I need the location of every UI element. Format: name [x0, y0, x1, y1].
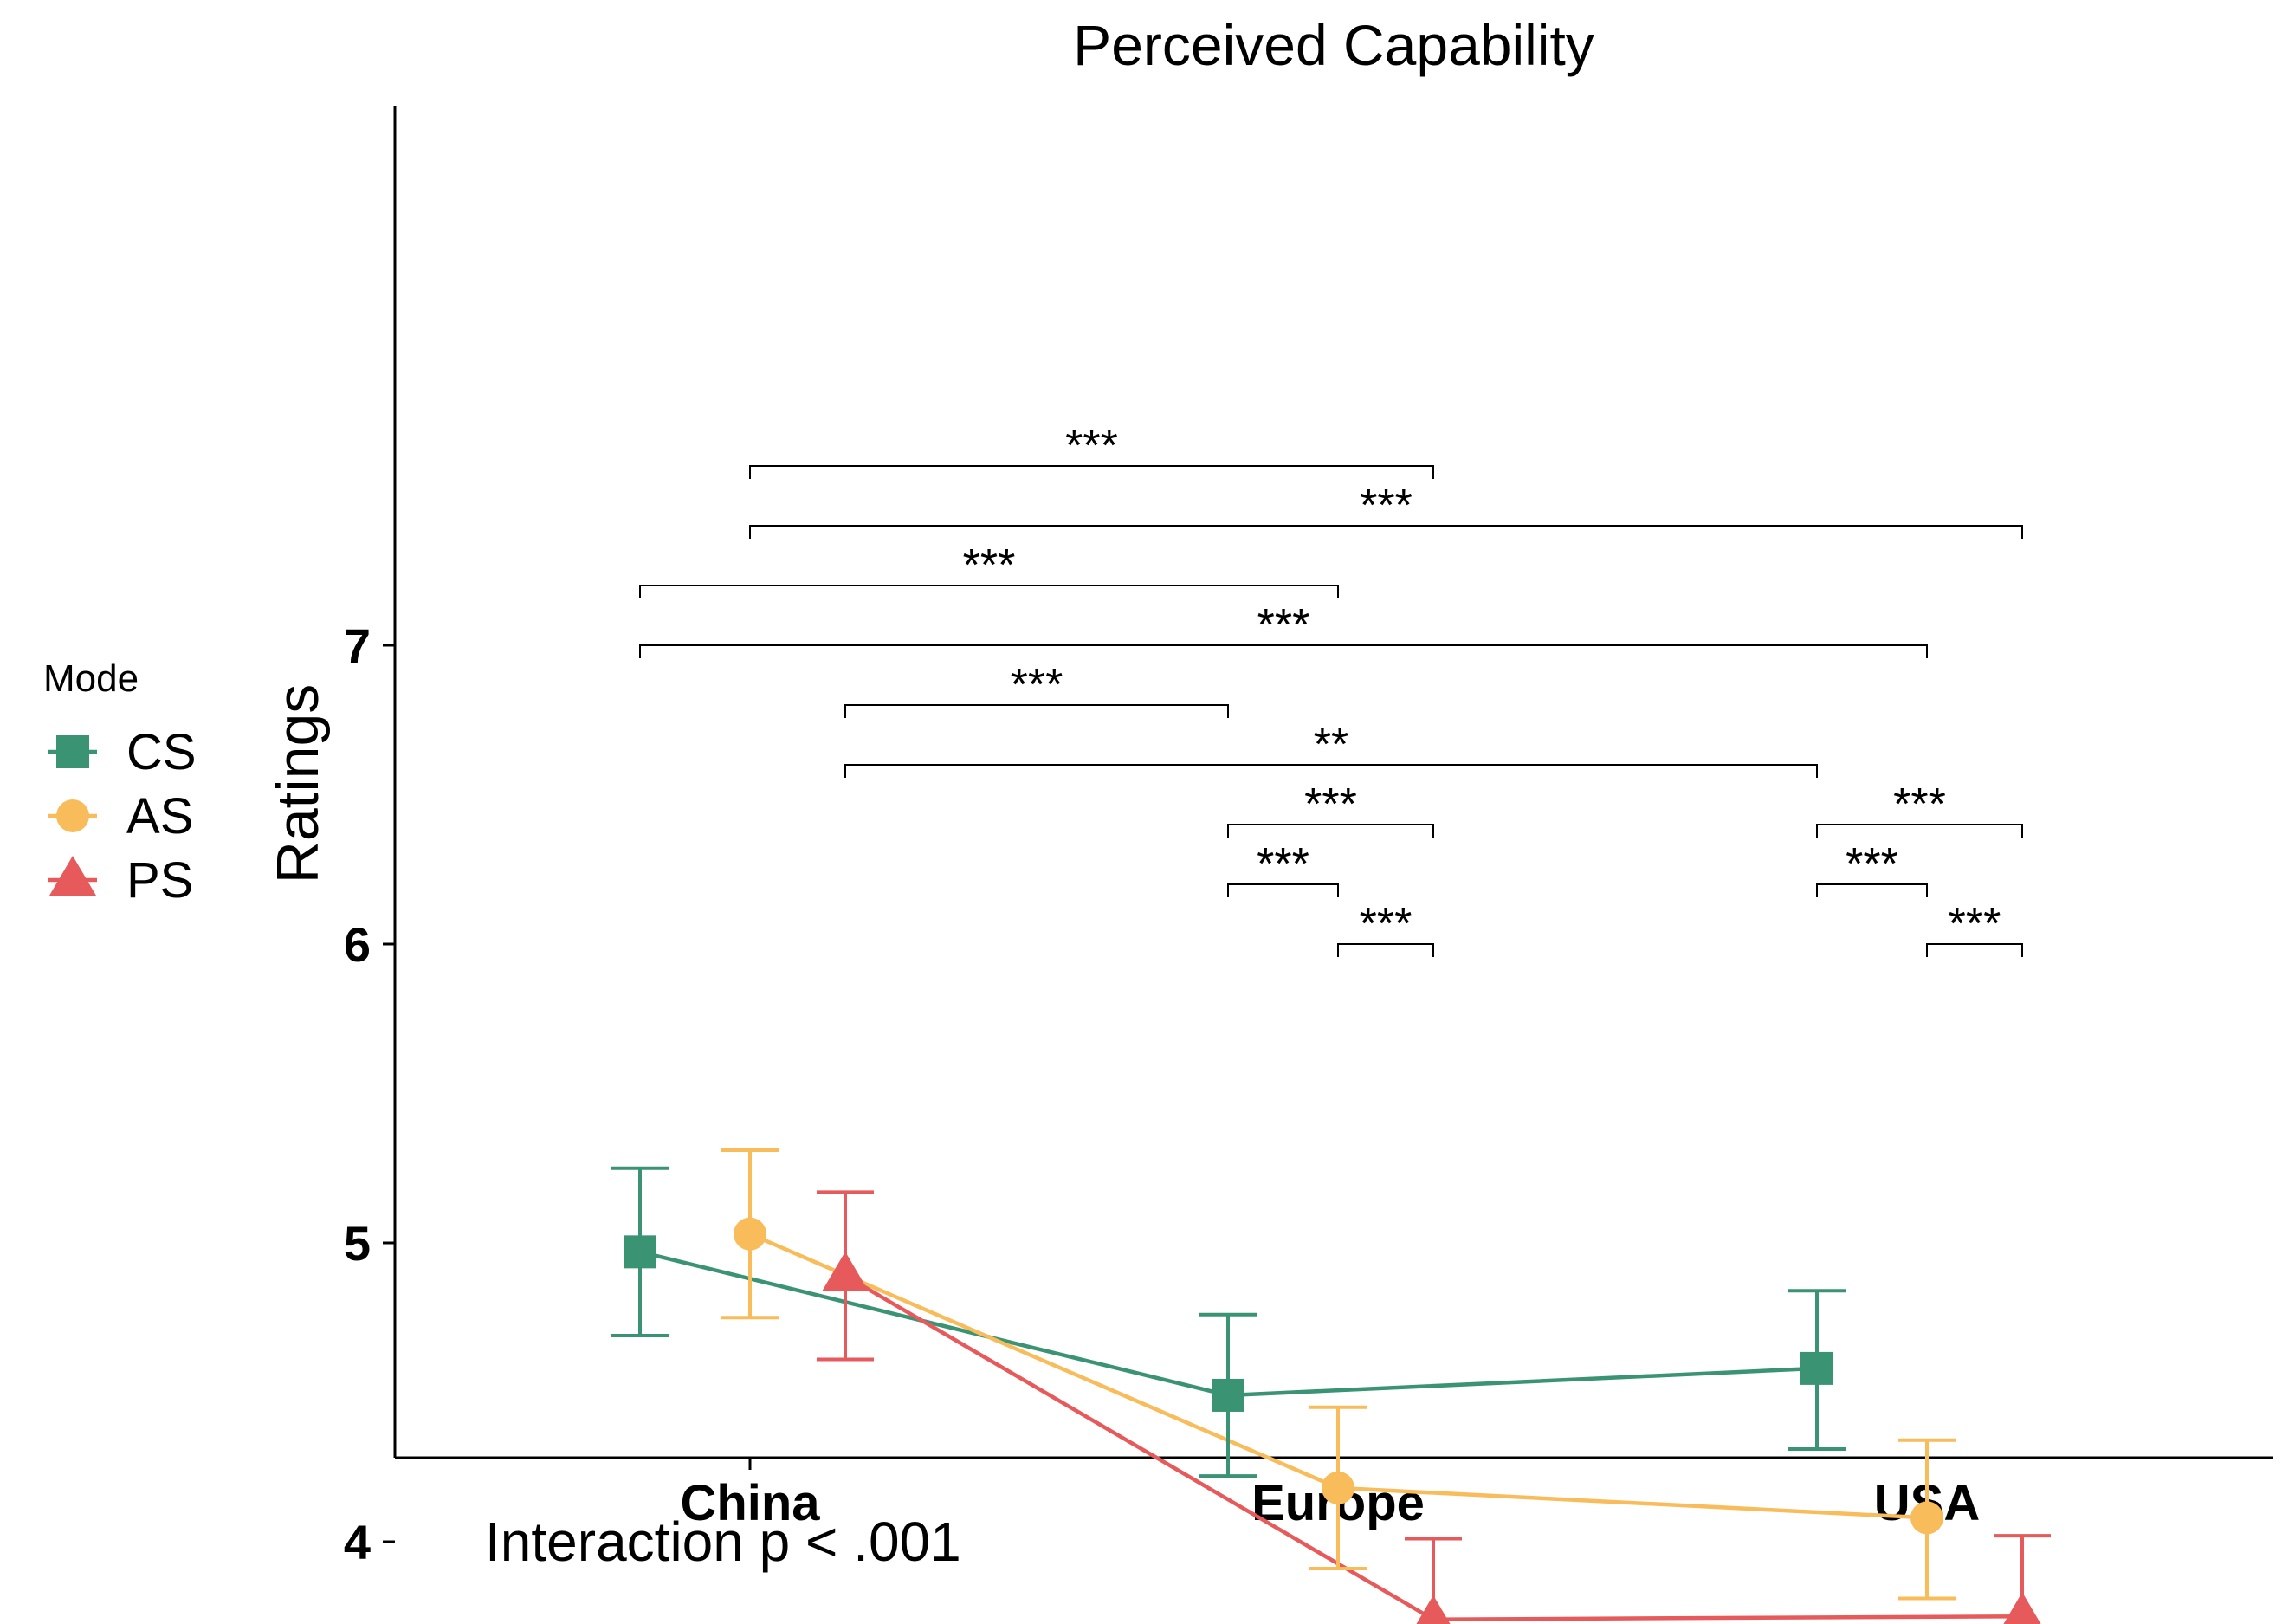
- significance-label: ***: [1949, 899, 2001, 949]
- data-point-ps: [822, 1252, 869, 1291]
- legend-label: PS: [126, 852, 193, 909]
- y-tick-label: 7: [344, 618, 371, 673]
- y-tick-label: 6: [344, 917, 371, 972]
- significance-label: ***: [1360, 899, 1413, 949]
- legend-marker: [56, 799, 89, 832]
- legend-item-as: AS: [48, 788, 193, 844]
- chart-title: Perceived Capability: [1073, 13, 1594, 77]
- legend-marker: [49, 856, 96, 896]
- data-point-ps: [1999, 1592, 2046, 1624]
- data-point-as: [1322, 1472, 1354, 1504]
- significance-label: ***: [1065, 421, 1118, 471]
- significance-label: ***: [1011, 660, 1063, 710]
- significance-label: ***: [1893, 780, 1946, 830]
- significance-label: ***: [1257, 839, 1309, 890]
- significance-bracket: **: [845, 720, 1817, 778]
- legend-title: Mode: [43, 657, 139, 700]
- significance-bracket: ***: [1817, 780, 2022, 838]
- legend: Mode CS AS PS: [43, 657, 197, 909]
- significance-bracket: ***: [1927, 899, 2022, 957]
- significance-label: ***: [1304, 780, 1357, 830]
- significance-bracket: ***: [1228, 839, 1338, 897]
- y-axis-label: Ratings: [265, 684, 331, 884]
- y-tick-label: 5: [344, 1216, 371, 1271]
- significance-label: ***: [1360, 481, 1413, 531]
- significance-label: ***: [1257, 600, 1310, 650]
- significance-bracket: ***: [1228, 780, 1433, 838]
- significance-bracket: ***: [845, 660, 1228, 718]
- legend-marker: [56, 735, 89, 768]
- data-point-cs: [1800, 1352, 1833, 1385]
- legend-label: CS: [126, 724, 197, 780]
- significance-bracket: ***: [1817, 839, 1927, 897]
- y-axis-ticks: 4 5 6 7: [344, 618, 395, 1569]
- perceived-capability-chart: Perceived Capability Ratings 4567 ChinaE…: [0, 0, 2295, 1624]
- interaction-annotation: Interaction p < .001: [485, 1511, 961, 1573]
- significance-brackets: ***********************************: [640, 421, 2022, 957]
- significance-bracket: ***: [640, 540, 1338, 598]
- legend-item-ps: PS: [48, 852, 193, 909]
- significance-label: ***: [963, 540, 1016, 591]
- legend-label: AS: [126, 788, 193, 844]
- data-point-as: [1910, 1501, 1943, 1534]
- significance-label: ***: [1846, 839, 1898, 890]
- annotations: Interaction p < .001: [485, 1511, 961, 1573]
- data-point-as: [734, 1218, 766, 1251]
- data-point-cs: [1212, 1379, 1244, 1412]
- significance-bracket: ***: [750, 481, 2022, 539]
- legend-item-cs: CS: [48, 724, 197, 780]
- significance-bracket: ***: [1338, 899, 1433, 957]
- y-tick-label: 4: [344, 1515, 371, 1569]
- data-point-cs: [624, 1235, 656, 1268]
- significance-bracket: ***: [750, 421, 1433, 479]
- significance-bracket: ***: [640, 600, 1927, 658]
- significance-label: **: [1314, 720, 1348, 770]
